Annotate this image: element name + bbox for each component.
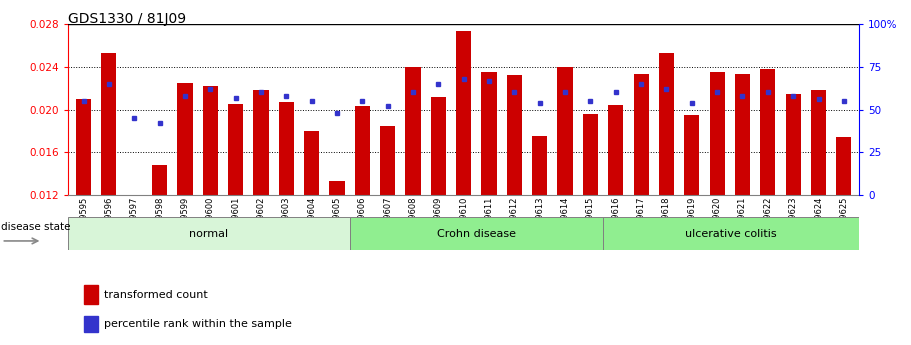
Bar <box>735 74 750 195</box>
Text: percentile rank within the sample: percentile rank within the sample <box>104 319 292 329</box>
Bar <box>603 217 859 250</box>
Bar <box>76 99 91 195</box>
Bar <box>101 53 117 195</box>
Bar <box>330 181 344 195</box>
Bar <box>253 90 269 195</box>
Bar <box>304 131 319 195</box>
Bar <box>785 93 801 195</box>
Bar <box>84 316 98 332</box>
Text: ulcerative colitis: ulcerative colitis <box>685 229 777 239</box>
Bar <box>633 74 649 195</box>
Text: Crohn disease: Crohn disease <box>437 229 516 239</box>
Bar <box>350 217 603 250</box>
Bar <box>558 67 573 195</box>
Bar <box>228 104 243 195</box>
Bar <box>380 126 395 195</box>
Bar <box>279 102 294 195</box>
Bar <box>684 115 700 195</box>
Bar <box>659 53 674 195</box>
Bar <box>405 67 421 195</box>
Bar <box>760 69 775 195</box>
Bar <box>507 76 522 195</box>
Bar <box>811 90 826 195</box>
Bar <box>202 86 218 195</box>
Bar <box>836 137 852 195</box>
Bar <box>431 97 446 195</box>
Bar <box>84 285 98 304</box>
Bar <box>609 105 623 195</box>
Text: GDS1330 / 81J09: GDS1330 / 81J09 <box>68 12 187 26</box>
Bar <box>152 165 168 195</box>
Text: transformed count: transformed count <box>104 290 208 299</box>
Bar <box>481 72 496 195</box>
Bar <box>583 114 598 195</box>
Bar <box>68 217 350 250</box>
Bar <box>456 31 471 195</box>
Bar <box>710 72 725 195</box>
Bar <box>178 83 192 195</box>
Text: disease state: disease state <box>2 221 71 231</box>
Bar <box>532 136 548 195</box>
Bar <box>354 106 370 195</box>
Text: normal: normal <box>189 229 229 239</box>
